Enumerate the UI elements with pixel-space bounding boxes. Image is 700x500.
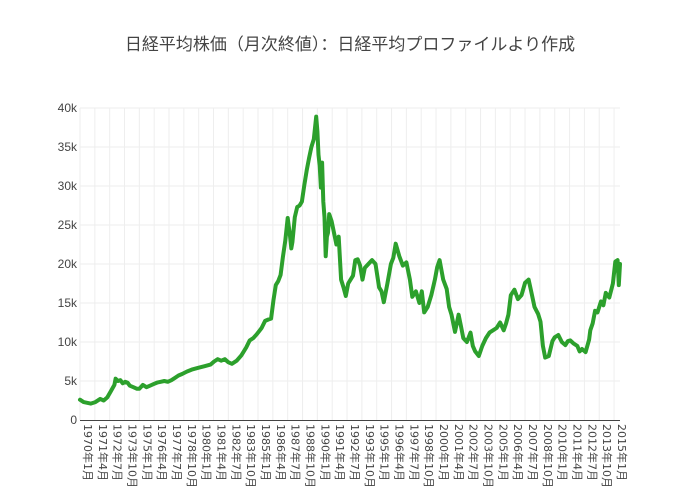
x-tick-label: 1988年10月 xyxy=(304,424,318,488)
x-tick-label: 2013年10月 xyxy=(600,424,614,488)
x-tick-label: 2008年10月 xyxy=(541,424,555,488)
x-tick-label: 1998年10月 xyxy=(422,424,436,488)
grid-lines xyxy=(79,107,620,420)
x-tick-label: 1983年10月 xyxy=(244,424,258,488)
x-tick-label: 1987年7月 xyxy=(289,424,303,481)
x-tick-label: 2005年1月 xyxy=(496,424,510,481)
x-tick-label: 1985年1月 xyxy=(259,424,273,481)
series-layer xyxy=(78,114,622,406)
x-tick-label: 1990年1月 xyxy=(318,424,332,481)
y-tick-label: 10k xyxy=(58,335,78,349)
x-tick-label: 2002年7月 xyxy=(467,424,481,481)
y-tick-label: 40k xyxy=(58,101,78,115)
x-tick-label: 2012年7月 xyxy=(585,424,599,481)
x-tick-label: 1996年4月 xyxy=(393,424,407,481)
x-tick-label: 1977年7月 xyxy=(170,424,184,481)
x-tick-label: 1982年7月 xyxy=(229,424,243,481)
x-tick-label: 1980年1月 xyxy=(200,424,214,481)
x-tick-label: 1986年4月 xyxy=(274,424,288,481)
x-tick-label: 2006年4月 xyxy=(511,424,525,481)
x-tick-label: 1971年4月 xyxy=(96,424,110,481)
x-tick-label: 1975年1月 xyxy=(140,424,154,481)
x-tick-label: 1976年4月 xyxy=(155,424,169,481)
x-tick-label: 1972年7月 xyxy=(111,424,125,481)
series-line xyxy=(78,114,622,406)
x-tick-label: 2007年7月 xyxy=(526,424,540,481)
y-tick-labels: 0 5k 10k 15k 20k 25k 30k 35k 40k xyxy=(58,101,78,427)
y-tick-label: 5k xyxy=(64,374,78,388)
x-tick-label: 1995年1月 xyxy=(378,424,392,481)
x-tick-label: 2003年10月 xyxy=(482,424,496,488)
x-tick-label: 2010年1月 xyxy=(556,424,570,481)
x-tick-label: 1981年4月 xyxy=(215,424,229,481)
x-tick-label: 2000年1月 xyxy=(437,424,451,481)
x-tick-label: 1973年10月 xyxy=(126,424,140,488)
y-tick-label: 15k xyxy=(58,296,78,310)
chart-title: 日経平均株価（月次終値）：日経平均プロファイルより作成 xyxy=(125,35,575,55)
x-tick-label: 1992年7月 xyxy=(348,424,362,481)
x-tick-label: 1993年10月 xyxy=(363,424,377,488)
y-tick-label: 20k xyxy=(58,257,78,271)
y-tick-label: 25k xyxy=(58,218,78,232)
x-tick-label: 1970年1月 xyxy=(81,424,95,481)
y-tick-label: 35k xyxy=(58,140,78,154)
x-tick-label: 1997年7月 xyxy=(407,424,421,481)
y-tick-label: 30k xyxy=(58,179,78,193)
x-tick-label: 2015年1月 xyxy=(615,424,629,481)
y-tick-label: 0 xyxy=(70,413,77,427)
x-tick-label: 1978年10月 xyxy=(185,424,199,488)
x-tick-label: 1991年4月 xyxy=(333,424,347,481)
x-tick-labels: 1970年1月 1971年4月 1972年7月 1973年10月 1975年1月 1976… xyxy=(81,424,629,488)
x-tick-label: 2001年4月 xyxy=(452,424,466,481)
x-tick-label: 2011年4月 xyxy=(571,424,585,481)
